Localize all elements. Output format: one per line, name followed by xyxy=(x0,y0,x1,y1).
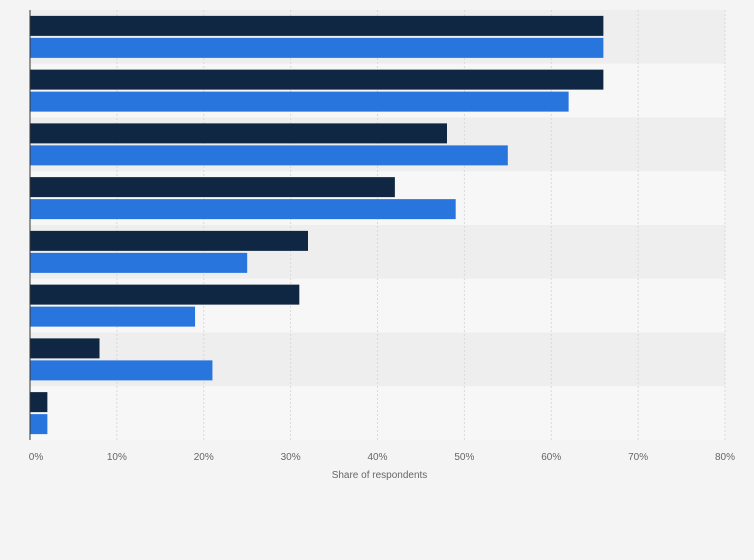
x-tick-label: 50% xyxy=(454,452,474,463)
bar-series-2[interactable] xyxy=(30,145,508,166)
x-tick-label: 30% xyxy=(281,452,301,463)
x-tick-label: 80% xyxy=(715,452,735,463)
bar-series-1[interactable] xyxy=(30,123,447,144)
x-tick-label: 10% xyxy=(107,452,127,463)
bar-series-2[interactable] xyxy=(30,91,569,112)
bar-series-1[interactable] xyxy=(30,177,395,198)
bar-series-1[interactable] xyxy=(30,69,604,90)
bar-series-1[interactable] xyxy=(30,284,300,305)
bar-series-1[interactable] xyxy=(30,15,604,36)
bar-series-2[interactable] xyxy=(30,360,213,381)
x-tick-labels: 0% 10% 20% 30% 40% 50% 60% 70% 80% xyxy=(29,452,735,463)
x-tick-label: 60% xyxy=(541,452,561,463)
bar-series-2[interactable] xyxy=(30,414,48,435)
bars xyxy=(30,15,604,435)
x-axis-title: Share of respondents xyxy=(332,470,428,481)
x-tick-label: 0% xyxy=(29,452,44,463)
x-tick-label: 40% xyxy=(367,452,387,463)
x-tick-label: 70% xyxy=(628,452,648,463)
bar-series-2[interactable] xyxy=(30,306,196,327)
bar-series-2[interactable] xyxy=(30,199,456,220)
bar-series-2[interactable] xyxy=(30,252,248,273)
bar-series-1[interactable] xyxy=(30,392,48,413)
x-tick-label: 20% xyxy=(194,452,214,463)
bar-series-2[interactable] xyxy=(30,37,604,58)
bar-series-1[interactable] xyxy=(30,230,308,251)
bar-series-1[interactable] xyxy=(30,338,100,359)
